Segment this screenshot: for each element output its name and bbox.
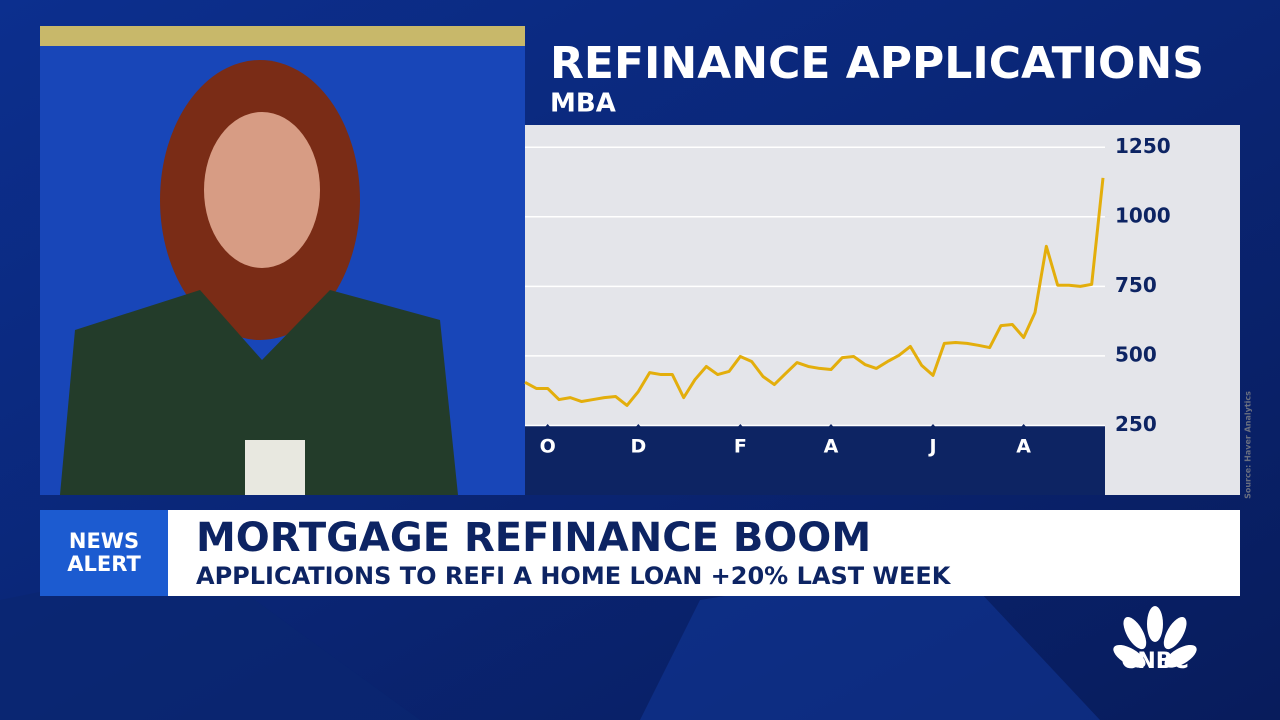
x-tick-marker [824,424,838,432]
y-tick-label: 1250 [1115,134,1171,158]
badge-text: NEWS [69,529,139,553]
anchor-shirt [245,440,305,495]
x-axis-band [525,425,1105,495]
x-tick-marker [631,424,646,432]
x-tick-marker [1016,424,1031,432]
bg-shape [0,560,420,720]
x-tick-label: D [630,436,646,458]
x-tick-marker [733,424,748,432]
chart-source: Source: Haver Analytics [1244,391,1253,499]
x-tick-label: F [734,436,747,458]
cnbc-peacock [1113,606,1197,668]
lower-third [40,510,1240,596]
subheadline: APPLICATIONS TO REFI A HOME LOAN +20% LA… [196,562,952,590]
chart-title: REFINANCE APPLICATIONS [550,38,1204,89]
news-alert-badge [40,510,168,596]
badge-text: ALERT [67,552,141,576]
y-tick-label: 250 [1115,412,1157,436]
anchor-jacket [60,290,458,495]
chart-subtitle: MBA [550,89,616,119]
headline: MORTGAGE REFINANCE BOOM [196,515,871,561]
video-stripe [40,26,525,46]
anchor-face [204,112,320,268]
x-tick-marker [540,424,555,432]
data-line [524,177,1105,407]
y-tick-label: 500 [1115,342,1157,366]
y-tick-label: 1000 [1115,203,1171,227]
x-tick-label: A [824,436,839,458]
network-logo: CNBC [1121,649,1188,674]
x-tick-label: A [1016,436,1031,458]
x-tick-label: O [540,436,556,458]
bg-shape [640,560,1100,720]
x-tick-marker [926,424,940,432]
x-tick-label: J [927,436,936,458]
y-tick-label: 750 [1115,273,1157,297]
